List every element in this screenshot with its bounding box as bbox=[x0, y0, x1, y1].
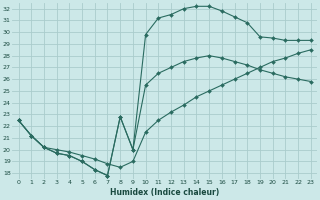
X-axis label: Humidex (Indice chaleur): Humidex (Indice chaleur) bbox=[110, 188, 219, 197]
